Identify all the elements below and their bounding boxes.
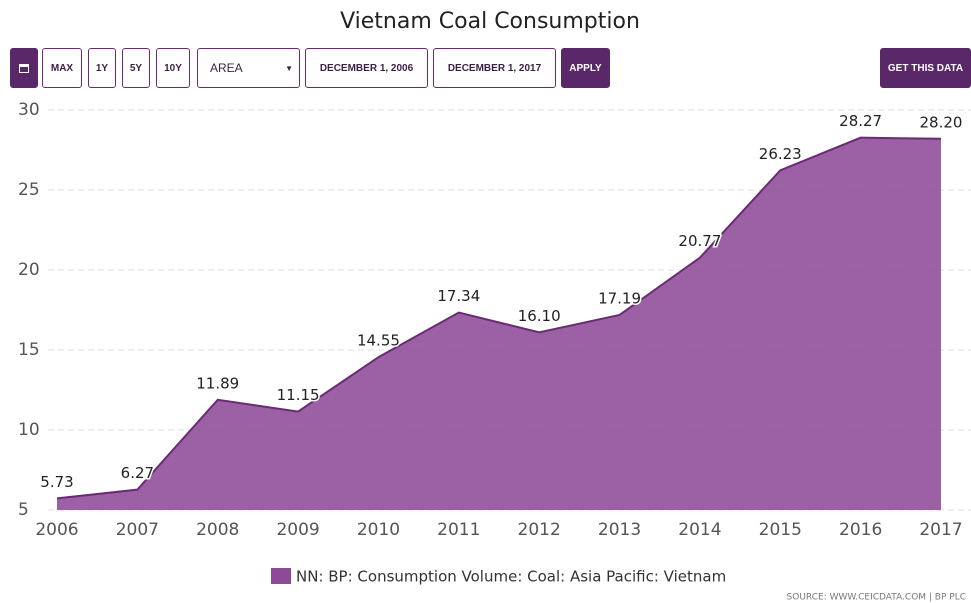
x-tick-label: 2008 [196,520,239,540]
data-label: 28.27 [839,112,882,130]
data-label: 6.27 [121,464,154,482]
calendar-icon [19,64,29,73]
data-label: 11.15 [277,386,320,404]
range-button[interactable]: 5Y [122,48,150,88]
area-line [56,136,942,500]
data-label: 16.10 [518,307,561,325]
chart-title: Vietnam Coal Consumption [340,9,640,34]
source: SOURCE: WWW.CEICDATA.COM | BP PLC [787,593,966,603]
apply-button[interactable]: APPLY [561,48,610,88]
type-select-value: AREA [210,61,243,75]
x-tick-label: 2006 [35,520,78,540]
y-tick-label: 25 [18,180,40,200]
x-tick-label: 2017 [919,520,962,540]
range-button[interactable]: 10Y [156,48,190,88]
legend-label: NN: BP: Consumption Volume: Coal: Asia P… [296,568,726,586]
x-tick-label: 2012 [518,520,561,540]
data-label: 14.55 [357,332,400,350]
data-label: 28.20 [920,113,963,131]
x-tick-label: 2015 [759,520,802,540]
data-label: 17.19 [598,289,641,307]
data-label: 20.77 [678,232,721,250]
y-tick-label: 10 [18,420,40,440]
y-tick-label: 15 [18,340,40,360]
y-tick-label: 20 [18,260,40,280]
x-tick-label: 2007 [116,520,159,540]
x-tick-label: 2013 [598,520,641,540]
area-fill [57,137,941,510]
data-label: 11.89 [196,374,239,392]
range-button[interactable]: MAX [42,48,82,88]
x-tick-label: 2010 [357,520,400,540]
x-tick-label: 2009 [276,520,319,540]
x-tick-label: 2011 [437,520,480,540]
y-tick-label: 30 [18,100,40,120]
get-data-button[interactable]: GET THIS DATA [880,48,971,88]
dropdown-arrow: ▼ [285,63,293,73]
data-label: 5.73 [40,473,73,491]
y-tick-label: 5 [18,500,29,520]
legend-swatch [271,568,291,584]
data-label: 17.34 [437,287,480,305]
data-label: 26.23 [759,145,802,163]
start-date[interactable]: DECEMBER 1, 2006 [305,48,428,88]
range-button[interactable]: 1Y [88,48,116,88]
calendar-button[interactable] [10,48,38,88]
x-tick-label: 2016 [839,520,882,540]
x-tick-label: 2014 [678,520,721,540]
end-date[interactable]: DECEMBER 1, 2017 [433,48,556,88]
type-select[interactable]: AREA ▼ [197,48,300,88]
